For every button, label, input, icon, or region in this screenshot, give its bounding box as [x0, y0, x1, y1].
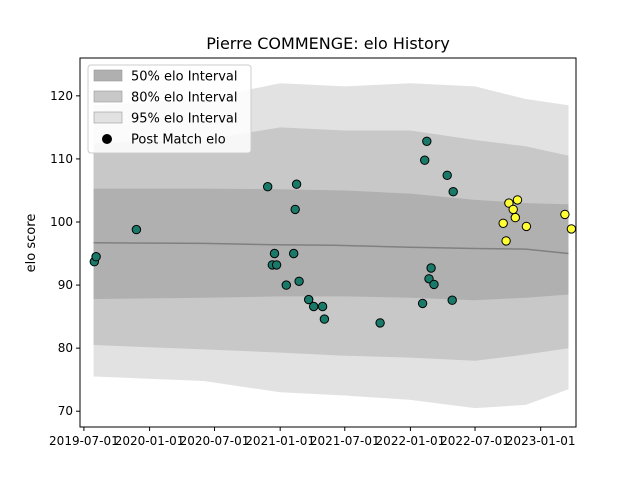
post-match-point: [263, 182, 273, 192]
post-match-point: [291, 179, 302, 189]
post-match-point: [422, 136, 432, 147]
post-match-point: [504, 198, 514, 208]
post-match-point: [508, 204, 518, 215]
post-match-point: [560, 209, 570, 220]
post-match-point: [317, 301, 328, 312]
post-match-point: [498, 218, 508, 229]
post-match-point: [447, 295, 457, 305]
x-tick-label: 2021-07-01: [310, 434, 380, 448]
x-tick-label: 2021-01-01: [245, 434, 315, 448]
post-match-points: [89, 136, 577, 328]
y-tick-label: 100: [50, 215, 73, 229]
x-tick-label: 2023-01-01: [506, 434, 576, 448]
post-match-point: [309, 301, 319, 312]
post-match-point: [304, 294, 314, 305]
post-match-point: [281, 280, 291, 290]
interval-50-band: [93, 188, 569, 301]
plot-frame: [79, 57, 577, 428]
x-tick-label: 2019-07-01: [49, 434, 119, 448]
y-axis-label: elo score: [24, 214, 39, 273]
y-tick-label: 120: [50, 89, 73, 103]
y-tick-label: 70: [58, 404, 73, 418]
post-match-point: [290, 204, 300, 215]
post-match-point: [131, 224, 142, 235]
post-match-point: [417, 298, 428, 309]
legend-swatch: [93, 69, 123, 82]
legend-box: [87, 64, 252, 154]
mean-elo-line-group: [93, 242, 569, 255]
post-match-point: [510, 212, 520, 223]
legend-label: 50% elo Interval: [131, 70, 238, 85]
post-match-point: [420, 155, 430, 165]
x-tick-label: 2022-01-01: [376, 434, 446, 448]
post-match-point: [521, 221, 532, 232]
legend-label: 80% elo Interval: [131, 91, 238, 106]
post-match-point: [429, 279, 439, 290]
post-match-point: [271, 260, 282, 270]
post-match-point: [319, 314, 330, 324]
x-tick-label: 2020-07-01: [180, 434, 250, 448]
post-match-point: [426, 263, 436, 273]
post-match-point: [448, 187, 458, 197]
post-match-point: [375, 318, 385, 328]
legend-marker: [102, 134, 112, 144]
post-match-point: [91, 252, 101, 262]
legend-swatch: [93, 111, 123, 124]
chart-title: Pierre COMMENGE: elo History: [206, 34, 450, 53]
y-tick-label: 110: [50, 152, 73, 166]
post-match-point: [566, 224, 577, 234]
post-match-point: [269, 248, 280, 259]
post-match-point: [294, 276, 304, 286]
mean-elo-line: [93, 242, 569, 255]
x-tick-label: 2022-07-01: [440, 434, 510, 448]
y-tick-label: 80: [58, 341, 73, 355]
post-match-point: [442, 170, 452, 181]
y-tick-label: 90: [58, 278, 73, 292]
x-tick-label: 2020-01-01: [115, 434, 185, 448]
legend-swatch: [93, 90, 123, 103]
legend-label: Post Match elo: [131, 133, 226, 148]
post-match-point: [512, 195, 523, 205]
x-axis-ticks: 2019-07-012020-01-012020-07-012021-01-01…: [49, 427, 576, 448]
post-match-point: [501, 236, 511, 246]
legend-label: 95% elo Interval: [131, 112, 238, 127]
legend: 50% elo Interval 80% elo Interval 95% elo …: [87, 64, 252, 154]
post-match-point: [289, 248, 299, 259]
y-axis-ticks: 70 80 90 100 110 120: [50, 89, 80, 418]
